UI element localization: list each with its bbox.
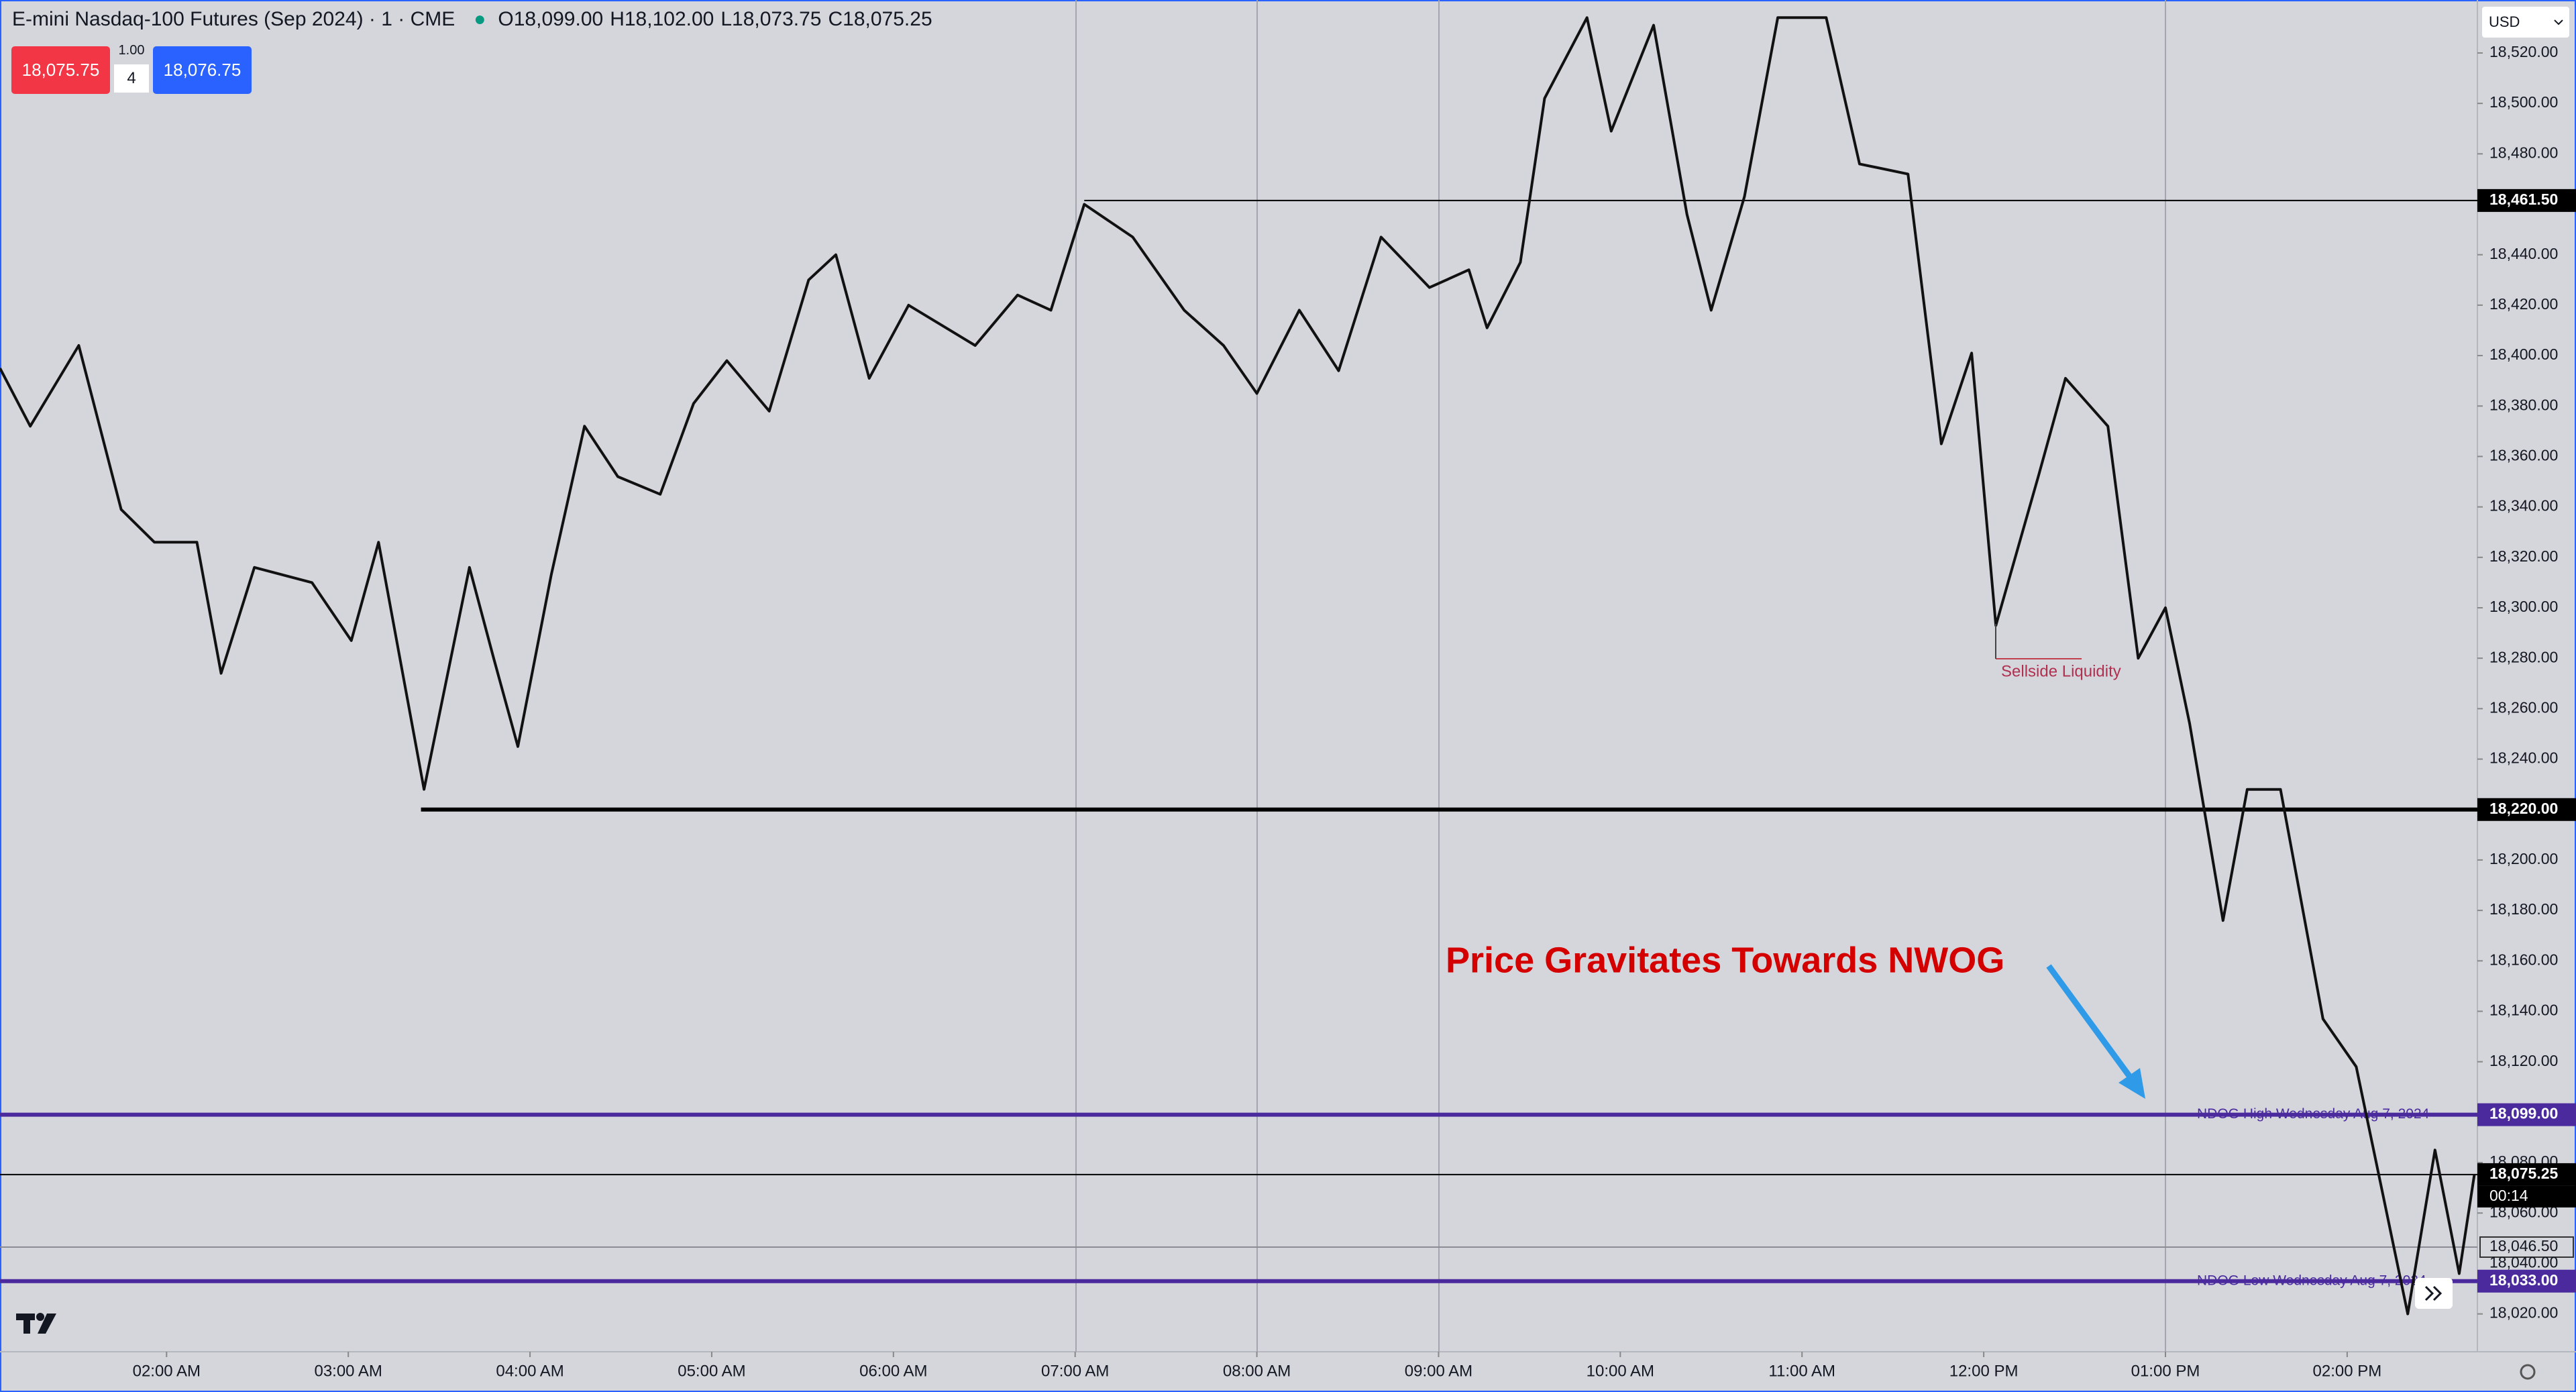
price-line [0,16,2476,1316]
logo-part [38,1314,56,1334]
x-tick-label: 11:00 AM [1768,1362,1835,1380]
y-tick-label: 18,020.00 [2489,1304,2558,1322]
level-label: 18,220.00 [2489,800,2558,817]
y-tick-label: 18,300.00 [2489,598,2558,615]
y-tick-label: 18,240.00 [2489,749,2558,767]
y-tick-label: 18,160.00 [2489,951,2558,968]
ohlc-key: H [610,8,625,30]
level-text: NDOG Low Wednesday Aug 7, 2024 [2197,1273,2426,1288]
x-tick-label: 03:00 AM [314,1362,382,1380]
select-arrow[interactable] [2554,19,2563,25]
x-tick-label: 02:00 PM [2313,1362,2382,1380]
ohlc-item: C18,075.25 [828,8,932,30]
ohlc-value: 18,073.75 [732,8,822,30]
y-tick-label: 18,200.00 [2489,850,2558,867]
ohlc-value: 18,075.25 [843,8,932,30]
y-tick-label: 18,180.00 [2489,900,2558,918]
x-tick-label: 01:00 PM [2131,1362,2200,1380]
x-tick-label: 12:00 PM [1949,1362,2019,1380]
legend-header: E-mini Nasdaq-100 Futures (Sep 2024) · 1… [12,8,946,31]
axes: 18,520.00 18,500.00 18,480.00 18,440.00 18,4… [133,43,2576,1380]
x-tick-label: 04:00 AM [496,1362,564,1380]
ohlc-value: 18,099.00 [513,8,604,30]
y-tick-label: 18,400.00 [2489,345,2558,363]
ohlc-value: 18,102.00 [624,8,714,30]
x-tick-label: 02:00 AM [133,1362,201,1380]
level-label: 18,461.50 [2489,191,2558,208]
annotation-text: Sellside Liquidity [2001,662,2121,680]
level-label: 18,033.00 [2489,1271,2558,1289]
sell-button[interactable]: 18,075.75 [11,46,110,94]
level-label-bg [2477,798,2576,821]
y-tick-label: 18,280.00 [2489,648,2558,665]
y-tick-label: 18,480.00 [2489,144,2558,161]
y-tick-label: 18,140.00 [2489,1002,2558,1019]
annotation-text: Price Gravitates Towards NWOG [1446,940,2004,980]
tv-logo [16,1313,56,1334]
x-tick-label: 07:00 AM [1041,1362,1109,1380]
x-tick-label: 06:00 AM [859,1362,927,1380]
y-tick-label: 18,340.00 [2489,497,2558,515]
level-text: NDOG High Wednesday Aug 7, 2024 [2197,1106,2430,1122]
level-label-bg [2477,1103,2576,1126]
levels: NDOG High Wednesday Aug 7, 2024 NDOG Low … [0,199,2477,1288]
x-tick-label: 08:00 AM [1223,1362,1291,1380]
scroll-button[interactable] [2415,1278,2453,1309]
spread: 1.00 [118,43,145,58]
ohlc-item: L18,073.75 [720,8,821,30]
level-label: 18,075.25 [2489,1165,2559,1182]
level-label: 18,099.00 [2489,1105,2558,1122]
y-tick-label: 18,360.00 [2489,447,2558,464]
currency-select[interactable]: USD [2482,7,2569,38]
symbol: E-mini Nasdaq-100 Futures (Sep 2024) · 1… [12,8,455,30]
y-tick-label: 18,420.00 [2489,295,2558,313]
ohlc-key: L [720,8,733,30]
logo-part [36,1313,44,1321]
x-tick-label: 10:00 AM [1587,1362,1654,1380]
button-icon[interactable] [2424,1285,2443,1301]
select-bg[interactable] [2482,7,2569,38]
quantity[interactable]: 4 [114,64,149,93]
currency[interactable]: USD [2489,13,2520,30]
level-label-bg [2477,1269,2576,1293]
level-label-bg [2479,1236,2574,1258]
logo-part [23,1314,30,1334]
y-tick-label: 18,440.00 [2489,245,2558,262]
buy-button[interactable]: 18,076.75 [153,46,252,94]
ohlc-key: O [498,8,514,30]
level-label-bg [2477,189,2576,212]
level-label: 18,046.50 [2489,1237,2558,1254]
x-tick-label: 09:00 AM [1405,1362,1472,1380]
y-tick-label: 18,320.00 [2489,547,2558,565]
ohlc-item: O18,099.00 [498,8,603,30]
status-dot: ● [474,8,486,30]
annotation-arrow [2046,964,2136,1083]
arrow-head [2118,1068,2145,1099]
y-tick-label: 18,260.00 [2489,698,2558,716]
level-label-bg [2477,1163,2576,1186]
y-tick-label: 18,380.00 [2489,396,2558,413]
level-label: 18,040.00 [2489,1254,2558,1271]
ohlc-item: H18,102.00 [610,8,714,30]
session-lines [1075,0,2166,1352]
y-tick-label: 18,500.00 [2489,93,2558,111]
y-tick-label: 18,520.00 [2489,43,2558,60]
ohlc-key: C [828,8,843,30]
ohlc: O18,099.00 H18,102.00 L18,073.75 C18,075.25 [498,8,938,30]
x-tick-label: 05:00 AM [678,1362,745,1380]
countdown: 00:14 [2489,1187,2528,1204]
settings-icon[interactable] [2520,1364,2536,1380]
plot [0,16,2476,1316]
countdown-bg [2477,1185,2576,1208]
y-tick-label: 18,120.00 [2489,1052,2558,1069]
